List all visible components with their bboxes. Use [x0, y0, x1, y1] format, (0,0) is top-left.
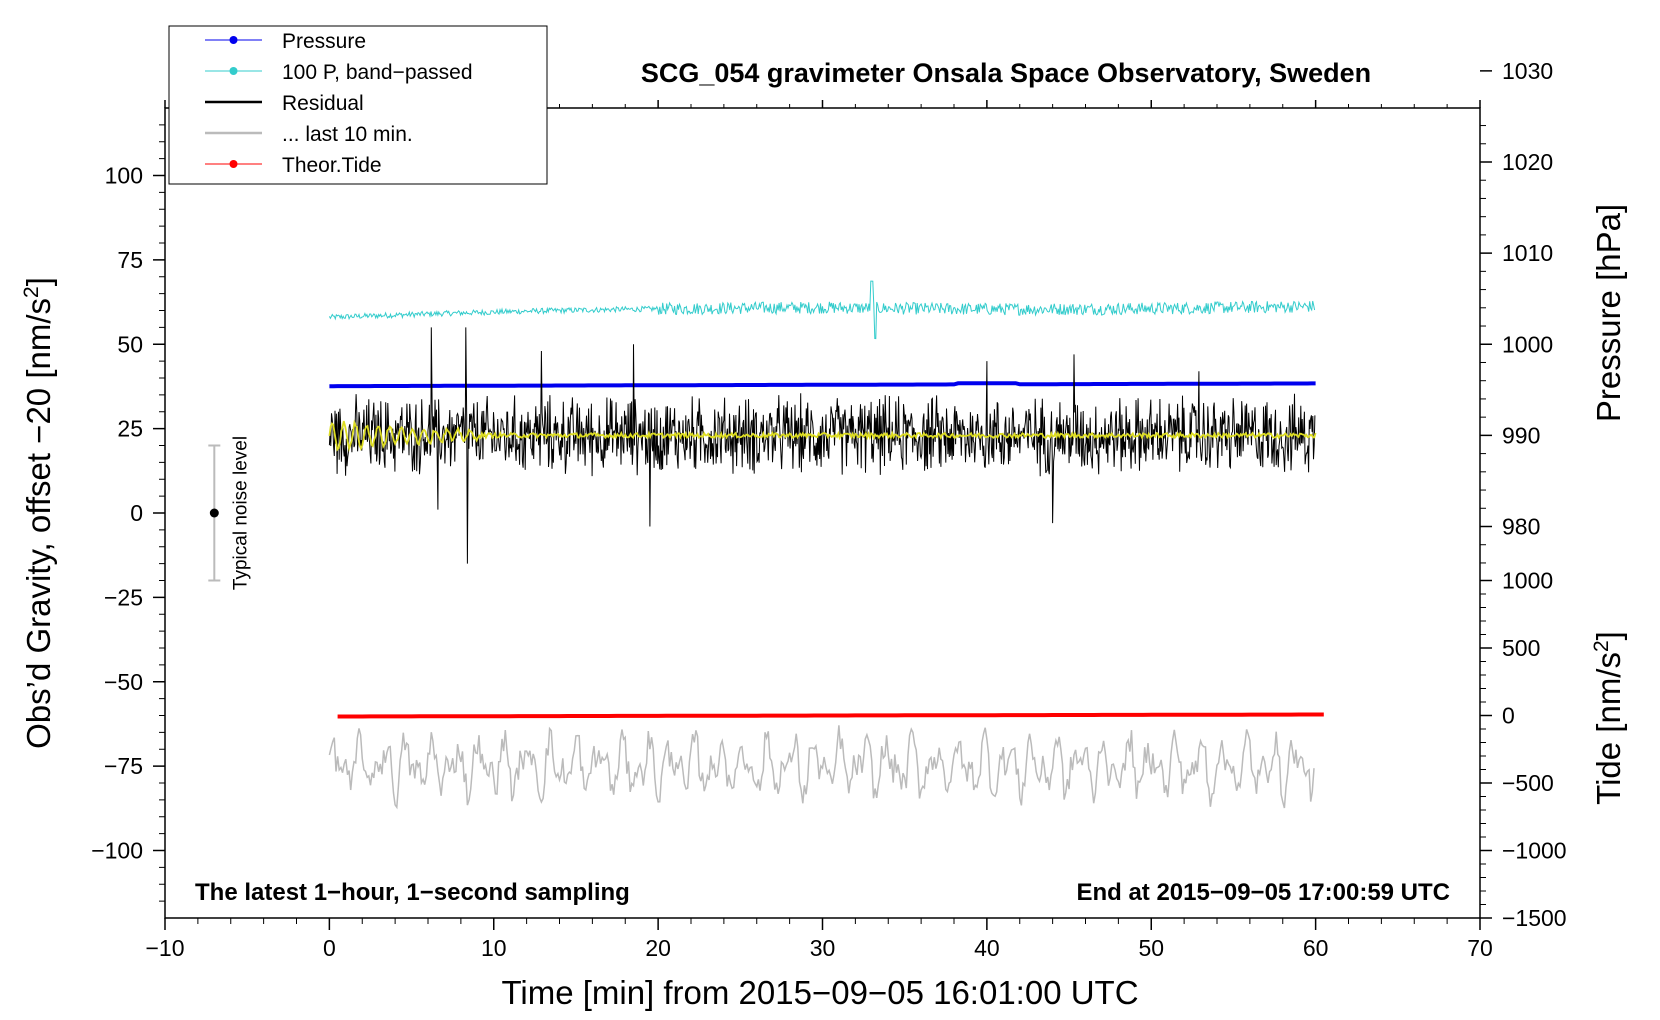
legend-label: ... last 10 min. — [282, 123, 413, 146]
noise-bar-label: Typical noise level — [230, 436, 251, 590]
y-tick-label: −50 — [104, 669, 143, 695]
x-tick-label: 60 — [1303, 935, 1329, 961]
x-axis-title: Time [min] from 2015−09−05 16:01:00 UTC — [501, 974, 1138, 1011]
tide-axis-ticks: −1500 −1000 −500 0 500 1000 — [1480, 568, 1567, 931]
y-axis-ticks: −100 −75 −50 −25 0 25 50 75 100 — [91, 124, 165, 902]
legend-label: Residual — [282, 92, 364, 115]
y-axis-title: Obs’d Gravity, offset −20 [nm/s2] — [20, 277, 57, 749]
residual-series — [328, 327, 1316, 564]
y-axis-title-sup: 2 — [20, 286, 43, 298]
tide-tick-label: −500 — [1502, 770, 1554, 796]
smoothed-residual-series — [328, 419, 1317, 453]
y-axis-title-end: ] — [20, 277, 57, 286]
tide-tick-label: 1000 — [1502, 568, 1553, 594]
tide-axis-title-main: Tide [nm/s — [1590, 652, 1627, 805]
x-tick-label: 40 — [974, 935, 1000, 961]
theoretical-tide-series — [337, 712, 1324, 719]
y-tick-label: 75 — [117, 247, 143, 273]
x-axis-ticks: −10 0 10 20 30 40 50 60 70 — [145, 100, 1493, 961]
pressure-tick-label: 980 — [1502, 514, 1540, 540]
pressure-tick-label: 1000 — [1502, 331, 1553, 357]
pressure-tick-label: 1020 — [1502, 149, 1553, 175]
x-tick-label: 70 — [1467, 935, 1493, 961]
tide-axis-title-end: ] — [1590, 631, 1627, 640]
chart-title: SCG_054 gravimeter Onsala Space Observat… — [641, 58, 1371, 88]
left-annotation: The latest 1−hour, 1−second sampling — [195, 879, 630, 906]
y-tick-label: −25 — [104, 584, 143, 610]
legend-box — [168, 25, 548, 185]
legend: Pressure 100 P, band−passed Residual ... la… — [168, 25, 548, 185]
pressure-tick-label: 990 — [1502, 422, 1540, 448]
pressure-line — [329, 381, 1316, 389]
legend-marker — [229, 36, 238, 44]
tide-tick-label: −1000 — [1502, 838, 1567, 864]
tide-tick-label: −1500 — [1502, 905, 1567, 931]
smoothed-residual-line — [328, 419, 1317, 453]
pressure-tick-label: 1030 — [1502, 58, 1553, 84]
x-tick-label: 0 — [323, 935, 336, 961]
y-tick-label: −75 — [104, 753, 143, 779]
y-axis-title-main: Obs’d Gravity, offset −20 [nm/s — [20, 298, 57, 749]
pressure-axis-ticks: 980 990 1000 1010 1020 1030 — [1480, 58, 1553, 564]
pressure-axis-title: Pressure [hPa] — [1590, 204, 1627, 422]
y-tick-label: −100 — [91, 838, 143, 864]
tide-tick-label: 500 — [1502, 635, 1540, 661]
legend-label: Theor.Tide — [282, 154, 382, 177]
y-tick-label: 25 — [117, 416, 143, 442]
y-tick-label: 0 — [130, 500, 143, 526]
legend-label: 100 P, band−passed — [282, 61, 473, 84]
noise-bar-center-dot — [209, 508, 219, 518]
plot-frame — [164, 107, 1481, 919]
tide-axis-title: Tide [nm/s2] — [1590, 631, 1627, 805]
tide-line — [337, 712, 1324, 719]
x-tick-label: 50 — [1138, 935, 1164, 961]
x-tick-label: −10 — [145, 935, 184, 961]
noise-level-bar: Typical noise level — [208, 436, 251, 590]
right-annotation: End at 2015−09−05 17:00:59 UTC — [1076, 879, 1450, 906]
y-tick-label: 100 — [105, 163, 143, 189]
pressure-tick-label: 1010 — [1502, 240, 1553, 266]
x-tick-label: 10 — [481, 935, 507, 961]
y-tick-label: 50 — [117, 331, 143, 357]
last-10-min-series — [328, 725, 1315, 810]
x-tick-label: 30 — [810, 935, 836, 961]
residual-line — [328, 327, 1316, 564]
legend-marker — [229, 67, 238, 75]
legend-label: Pressure — [282, 30, 366, 53]
bandpassed-pressure-series — [328, 280, 1316, 340]
tide-axis-title-sup: 2 — [1590, 640, 1613, 652]
pressure-series — [329, 381, 1316, 389]
tide-tick-label: 0 — [1502, 703, 1515, 729]
legend-marker — [229, 160, 238, 168]
x-tick-label: 20 — [645, 935, 671, 961]
bandpassed-line — [328, 280, 1316, 340]
last-10-min-line — [328, 725, 1315, 810]
